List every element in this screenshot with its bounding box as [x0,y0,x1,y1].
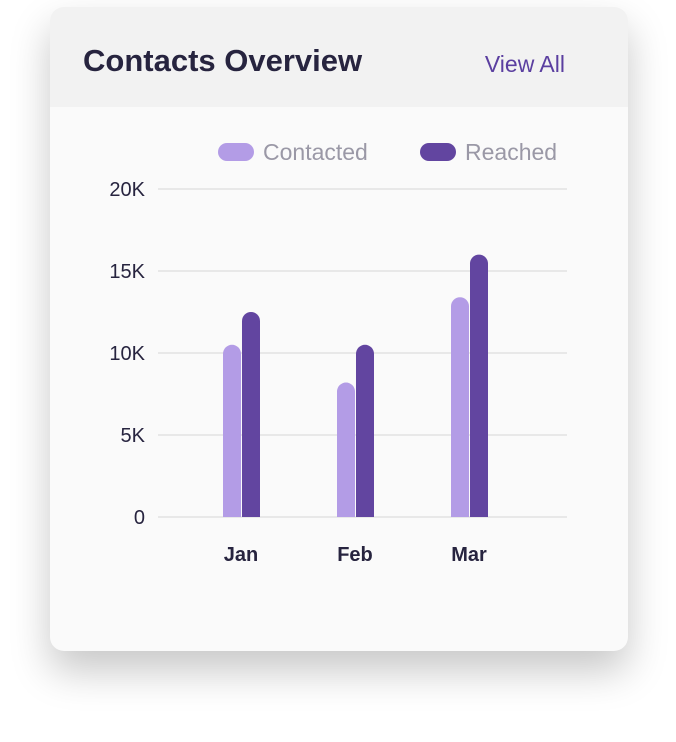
y-tick-label: 0 [134,507,145,529]
legend-swatch-reached [420,143,456,161]
contacts-overview-card: Contacts Overview View All [50,7,628,651]
legend-swatch-contacted [218,143,254,161]
card-title: Contacts Overview [83,43,363,78]
bar-reached-mar [470,254,488,517]
legend-label-contacted: Contacted [263,139,368,165]
y-tick-label: 5K [121,425,146,447]
x-tick-label: Jan [224,544,258,566]
bar-reached-jan [242,312,260,517]
y-tick-label: 10K [109,343,145,365]
y-tick-label: 20K [109,179,145,201]
view-all-link[interactable]: View All [484,51,565,77]
bar-contacted-feb [337,382,355,517]
card-header: Contacts Overview View All [50,7,628,107]
bar-contacted-jan [223,344,241,517]
y-tick-label: 15K [109,261,145,283]
x-tick-label: Feb [337,544,373,566]
x-tick-label: Mar [451,544,487,566]
bar-reached-feb [356,344,374,517]
bar-contacted-mar [451,297,469,517]
legend-label-reached: Reached [465,139,557,165]
